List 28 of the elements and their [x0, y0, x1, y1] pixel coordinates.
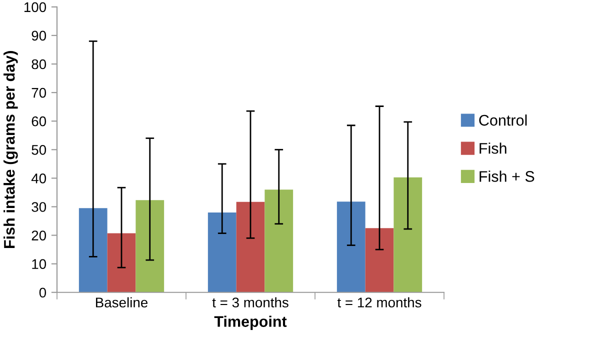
bar — [264, 190, 294, 292]
y-tick-label: 70 — [32, 88, 46, 98]
y-tick-label: 60 — [32, 116, 46, 126]
y-tick-label: 30 — [32, 202, 46, 212]
legend-label: Fish + S — [480, 170, 534, 182]
y-tick-label: 10 — [32, 259, 46, 269]
y-tick-label: 0 — [39, 288, 46, 298]
x-tick-label: t = 3 months — [212, 297, 288, 308]
bar — [107, 233, 136, 292]
bar — [236, 202, 265, 292]
y-tick-label: 90 — [32, 30, 46, 41]
x-tick-label: Baseline — [96, 297, 148, 308]
y-tick-label: 100 — [24, 2, 46, 12]
y-tick-label: 20 — [32, 230, 46, 240]
legend-label: Control — [479, 114, 527, 126]
y-tick-label: 40 — [31, 174, 46, 184]
bar — [208, 212, 236, 292]
bar — [336, 202, 366, 292]
y-axis-title: Fish intake (grams per day) — [4, 51, 18, 248]
bar — [78, 208, 108, 292]
y-tick-label: 80 — [32, 59, 46, 70]
x-axis-title: Timepoint — [214, 316, 287, 330]
legend-label: Fish — [480, 142, 506, 154]
bar — [394, 177, 422, 292]
bar — [365, 228, 394, 292]
bar — [136, 200, 164, 292]
y-tick-label: 50 — [32, 144, 46, 155]
x-tick-label: t = 12 months — [337, 297, 422, 308]
